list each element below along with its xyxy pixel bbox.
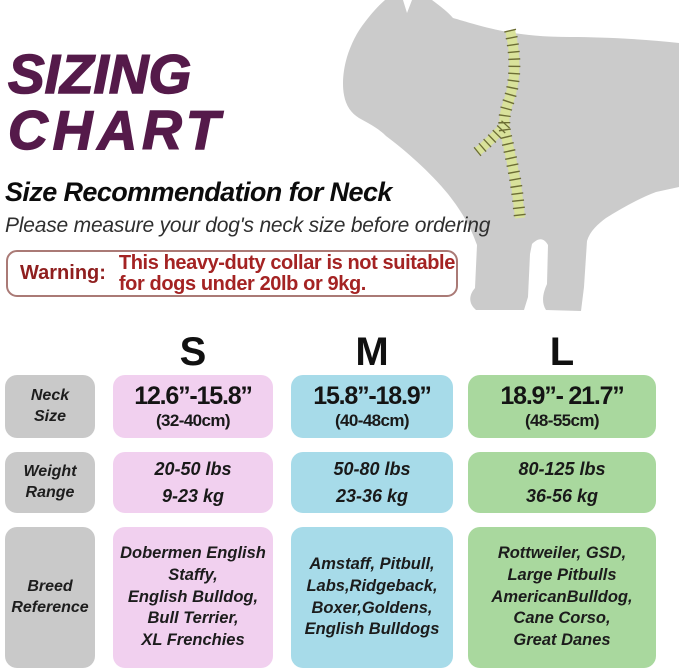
breed-line: Staffy,	[168, 565, 218, 584]
neck-size-cm: (40-48cm)	[335, 411, 410, 430]
breed-line: Rottweiler, GSD,	[497, 543, 627, 562]
warning-message: This heavy-duty collar is not suitable f…	[118, 251, 455, 295]
warning-label: Warning:	[20, 262, 106, 284]
breed-line: English Bulldog,	[127, 587, 259, 606]
size-header-m: M	[355, 330, 389, 374]
weight-kg: 23-36 kg	[335, 485, 409, 506]
breed-line: Large Pitbulls	[507, 565, 617, 584]
row-label-line: Breed	[27, 577, 73, 595]
row-label-line: Size	[33, 407, 66, 425]
breed-line: English Bulldogs	[304, 620, 440, 639]
breed-line: AmericanBulldog,	[491, 587, 633, 606]
breed-line: Labs,Ridgeback,	[306, 576, 438, 595]
size-header-row: S M L	[5, 332, 656, 372]
tape-tick-marks	[498, 28, 526, 219]
weight-lbs: 80-125 lbs	[518, 458, 606, 479]
breed-line: Bull Terrier,	[147, 609, 239, 628]
neck-size-cell-l: 18.9”- 21.7” (48-55cm)	[468, 375, 656, 438]
weight-range-cell-m: 50-80 lbs 23-36 kg	[291, 452, 453, 513]
dog-illustration	[343, 0, 679, 311]
breed-line: XL Frenchies	[141, 631, 245, 650]
breed-cell-s: Dobermen English Staffy, English Bulldog…	[113, 527, 273, 668]
size-header-l: L	[549, 330, 575, 374]
row-label-line: Weight	[23, 462, 77, 480]
breed-line: Cane Corso,	[513, 609, 611, 628]
breed-line: Dobermen English	[120, 543, 266, 562]
neck-size-row: Neck Size 12.6”-15.8” (32-40cm) 15.8”-18…	[5, 375, 656, 438]
weight-kg: 9-23 kg	[161, 485, 225, 506]
subtitle: Size Recommendation for Neck	[5, 177, 392, 207]
neck-size-cell-m: 15.8”-18.9” (40-48cm)	[291, 375, 453, 438]
breed-cell-l: Rottweiler, GSD, Large Pitbulls American…	[468, 527, 656, 668]
size-header-s: S	[179, 330, 207, 374]
row-label-breed-reference: Breed Reference	[5, 527, 95, 668]
row-label-line: Neck	[30, 386, 70, 404]
measuring-tape-icon	[473, 28, 526, 219]
warning-message-line1: This heavy-duty collar is not suitable	[118, 251, 455, 274]
header-spacer	[5, 332, 95, 372]
warning-message-line2: for dogs under 20lb or 9kg.	[118, 272, 366, 295]
size-table: S M L Neck Size 12.6”-15.8” (32-40cm) 15…	[5, 332, 656, 668]
title-line-2: CHART	[7, 99, 225, 161]
warning-box: Warning: This heavy-duty collar is not s…	[6, 250, 458, 297]
breed-line: Boxer,Goldens,	[311, 598, 433, 617]
breed-reference-row: Breed Reference Dobermen English Staffy,…	[5, 527, 656, 668]
neck-size-cm: (48-55cm)	[525, 411, 600, 430]
weight-range-cell-s: 20-50 lbs 9-23 kg	[113, 452, 273, 513]
breed-line: Amstaff, Pitbull,	[309, 554, 435, 573]
weight-lbs: 20-50 lbs	[154, 458, 232, 479]
neck-size-inches: 12.6”-15.8”	[134, 382, 253, 410]
weight-range-cell-l: 80-125 lbs 36-56 kg	[468, 452, 656, 513]
page-title: SIZING CHART	[7, 43, 225, 161]
row-label-weight-range: Weight Range	[5, 452, 95, 513]
breed-line: Great Danes	[513, 631, 611, 650]
measure-note: Please measure your dog's neck size befo…	[5, 214, 491, 237]
breed-cell-m: Amstaff, Pitbull, Labs,Ridgeback, Boxer,…	[291, 527, 453, 668]
row-label-neck-size: Neck Size	[5, 375, 95, 438]
neck-size-cell-s: 12.6”-15.8” (32-40cm)	[113, 375, 273, 438]
neck-size-cm: (32-40cm)	[156, 411, 231, 430]
weight-kg: 36-56 kg	[525, 485, 599, 506]
tape-branch-tick-marks	[473, 120, 511, 157]
title-line-1: SIZING	[7, 43, 192, 105]
weight-lbs: 50-80 lbs	[333, 458, 411, 479]
row-label-line: Reference	[11, 598, 89, 616]
weight-range-row: Weight Range 20-50 lbs 9-23 kg 50-80 lbs…	[5, 452, 656, 513]
row-label-line: Range	[25, 483, 75, 501]
neck-size-inches: 15.8”-18.9”	[313, 382, 432, 410]
neck-size-inches: 18.9”- 21.7”	[500, 382, 624, 410]
